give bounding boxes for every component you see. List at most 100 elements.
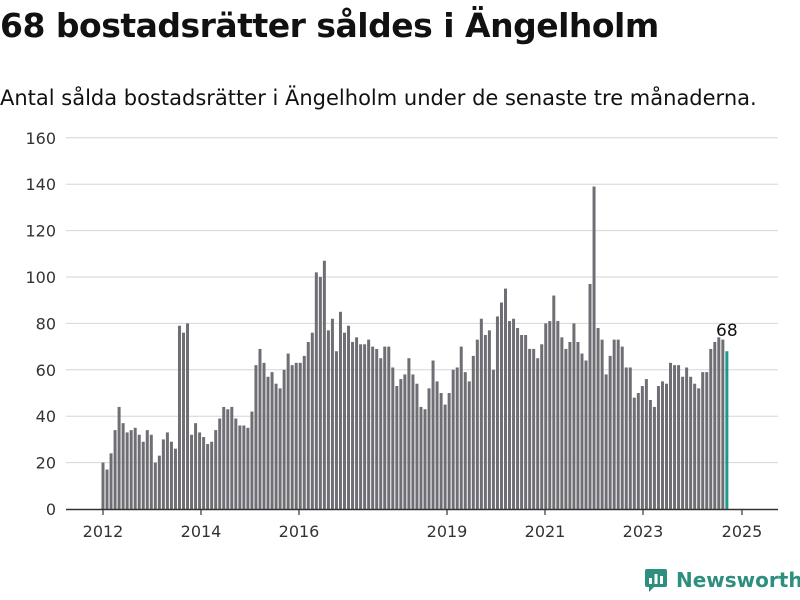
bar[interactable]: [411, 374, 415, 509]
bar[interactable]: [640, 386, 644, 509]
bar[interactable]: [471, 355, 475, 509]
bar[interactable]: [375, 348, 379, 509]
highlight-bar[interactable]: [725, 351, 729, 509]
bar[interactable]: [520, 335, 524, 509]
bar[interactable]: [467, 381, 471, 509]
bar[interactable]: [624, 367, 628, 509]
bar[interactable]: [459, 346, 463, 509]
bar[interactable]: [588, 283, 592, 509]
bar[interactable]: [516, 328, 520, 509]
bar[interactable]: [677, 365, 681, 509]
bar[interactable]: [338, 311, 342, 509]
bar[interactable]: [705, 372, 709, 509]
bar[interactable]: [491, 369, 495, 509]
bar[interactable]: [524, 335, 528, 509]
bar[interactable]: [359, 344, 363, 509]
bar[interactable]: [721, 339, 725, 509]
bar[interactable]: [334, 351, 338, 509]
bar[interactable]: [254, 365, 258, 509]
bar[interactable]: [198, 432, 202, 509]
bar[interactable]: [447, 393, 451, 509]
bar[interactable]: [483, 335, 487, 509]
bar[interactable]: [693, 383, 697, 509]
bar[interactable]: [258, 348, 262, 509]
bar[interactable]: [612, 339, 616, 509]
bar[interactable]: [387, 346, 391, 509]
bar[interactable]: [435, 381, 439, 509]
bar[interactable]: [129, 430, 133, 509]
bar[interactable]: [391, 367, 395, 509]
brand-logo[interactable]: Newsworthy: [644, 568, 800, 592]
bar[interactable]: [532, 348, 536, 509]
bar[interactable]: [194, 423, 198, 509]
bar[interactable]: [644, 379, 648, 509]
bar[interactable]: [109, 453, 113, 509]
bar[interactable]: [439, 393, 443, 509]
bar[interactable]: [697, 388, 701, 509]
bar[interactable]: [371, 346, 375, 509]
bar[interactable]: [652, 406, 656, 509]
bar[interactable]: [294, 362, 298, 509]
bar[interactable]: [214, 430, 218, 509]
bar[interactable]: [620, 346, 624, 509]
bar[interactable]: [246, 427, 250, 509]
bar[interactable]: [190, 434, 194, 509]
bar[interactable]: [576, 341, 580, 509]
bar[interactable]: [451, 369, 455, 509]
bar[interactable]: [399, 379, 403, 509]
bar[interactable]: [604, 374, 608, 509]
bar[interactable]: [427, 388, 431, 509]
bar[interactable]: [455, 367, 459, 509]
bar[interactable]: [379, 358, 383, 509]
bar[interactable]: [415, 383, 419, 509]
bar[interactable]: [186, 323, 190, 509]
bar[interactable]: [636, 393, 640, 509]
bar[interactable]: [536, 358, 540, 509]
bar[interactable]: [548, 321, 552, 509]
bar[interactable]: [202, 437, 206, 509]
bar[interactable]: [681, 376, 685, 509]
bar[interactable]: [685, 367, 689, 509]
bar[interactable]: [137, 434, 141, 509]
bar[interactable]: [113, 430, 117, 509]
bar[interactable]: [512, 318, 516, 509]
bar[interactable]: [157, 455, 161, 509]
bar[interactable]: [298, 362, 302, 509]
bar[interactable]: [499, 302, 503, 509]
bar[interactable]: [669, 362, 673, 509]
bar[interactable]: [407, 358, 411, 509]
bar[interactable]: [266, 376, 270, 509]
bar[interactable]: [584, 360, 588, 509]
bar[interactable]: [306, 341, 310, 509]
bar[interactable]: [556, 321, 560, 509]
bar[interactable]: [105, 469, 109, 509]
bar[interactable]: [713, 341, 717, 509]
bar[interactable]: [403, 374, 407, 509]
bar[interactable]: [431, 360, 435, 509]
bar[interactable]: [274, 383, 278, 509]
bar[interactable]: [479, 318, 483, 509]
bar[interactable]: [552, 295, 556, 509]
bar[interactable]: [540, 344, 544, 509]
bar[interactable]: [318, 277, 322, 509]
bar[interactable]: [355, 337, 359, 509]
bar[interactable]: [161, 439, 165, 509]
bar[interactable]: [419, 406, 423, 509]
bar[interactable]: [173, 448, 177, 509]
bar[interactable]: [182, 332, 185, 509]
bar[interactable]: [608, 355, 612, 509]
bar[interactable]: [210, 441, 214, 509]
bar[interactable]: [544, 323, 548, 509]
bar[interactable]: [145, 430, 149, 509]
bar[interactable]: [443, 404, 447, 509]
bar[interactable]: [282, 369, 286, 509]
bar[interactable]: [580, 353, 584, 509]
bar[interactable]: [330, 318, 334, 509]
bar[interactable]: [560, 337, 564, 509]
bar[interactable]: [656, 386, 660, 509]
bar[interactable]: [230, 406, 234, 509]
bar[interactable]: [314, 272, 318, 509]
bar[interactable]: [322, 260, 326, 509]
bar[interactable]: [234, 418, 238, 509]
bar[interactable]: [665, 383, 668, 509]
